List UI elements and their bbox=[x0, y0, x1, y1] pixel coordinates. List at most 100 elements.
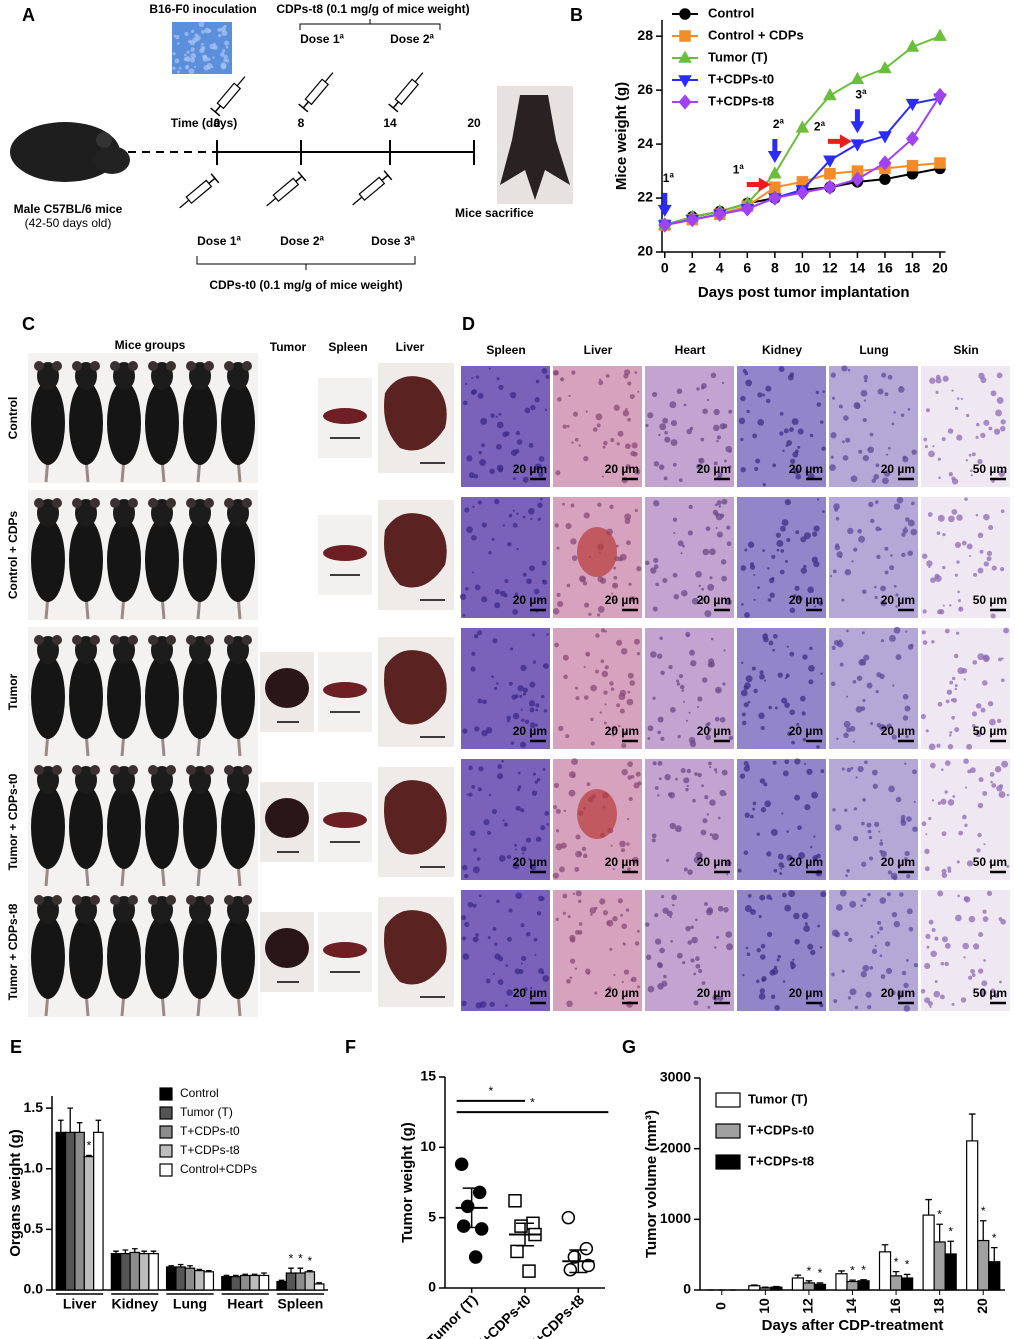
nucleus bbox=[512, 609, 519, 615]
texture bbox=[185, 56, 191, 62]
nucleus bbox=[831, 396, 836, 400]
nucleus bbox=[744, 905, 752, 913]
nucleus bbox=[741, 661, 744, 665]
nucleus bbox=[686, 634, 690, 638]
syringe-plunger bbox=[392, 101, 400, 109]
nucleus bbox=[590, 717, 594, 722]
nucleus bbox=[893, 584, 897, 588]
bar bbox=[304, 1271, 316, 1291]
point bbox=[567, 1250, 582, 1264]
nucleus bbox=[562, 502, 565, 506]
nucleus bbox=[886, 723, 893, 730]
nucleus bbox=[829, 574, 833, 578]
nucleus bbox=[982, 909, 987, 914]
nucleus bbox=[868, 856, 874, 861]
nucleus bbox=[723, 907, 729, 913]
nucleus bbox=[471, 376, 474, 379]
nucleus bbox=[949, 604, 952, 607]
legend-marker bbox=[679, 8, 691, 20]
nucleus bbox=[901, 970, 907, 976]
series-line bbox=[664, 97, 941, 227]
nucleus bbox=[913, 800, 916, 804]
y-tick-label: 1.5 bbox=[24, 1099, 44, 1115]
nucleus bbox=[809, 646, 813, 651]
nucleus bbox=[773, 965, 778, 969]
bar bbox=[900, 1277, 914, 1291]
nucleus bbox=[461, 1000, 467, 1007]
nucleus bbox=[887, 870, 893, 875]
nucleus bbox=[595, 413, 603, 421]
nucleus bbox=[717, 905, 724, 912]
nucleus bbox=[880, 639, 884, 643]
nucleus bbox=[566, 583, 571, 588]
mouse-ear bbox=[52, 895, 62, 905]
nucleus bbox=[932, 445, 935, 448]
scale-label: 20 µm bbox=[513, 462, 547, 476]
nucleus bbox=[664, 773, 671, 781]
nucleus bbox=[844, 931, 849, 937]
nucleus bbox=[822, 390, 825, 393]
mouse-body bbox=[145, 381, 179, 465]
x-tick-label: 0 bbox=[661, 260, 669, 276]
nucleus bbox=[877, 931, 880, 934]
nucleus bbox=[696, 463, 702, 470]
nucleus bbox=[528, 700, 536, 707]
nucleus bbox=[516, 439, 523, 445]
nucleus bbox=[900, 413, 905, 417]
nucleus bbox=[489, 1001, 495, 1007]
row-label: Control bbox=[6, 397, 20, 440]
nucleus bbox=[713, 461, 718, 466]
nucleus bbox=[689, 426, 694, 431]
nucleus bbox=[885, 453, 889, 456]
nucleus bbox=[559, 866, 565, 873]
column-header: Tumor bbox=[270, 340, 307, 354]
nucleus bbox=[813, 835, 816, 838]
nucleus bbox=[1003, 627, 1010, 634]
nucleus bbox=[530, 404, 536, 411]
nucleus bbox=[696, 705, 700, 709]
nucleus bbox=[843, 415, 849, 421]
nucleus bbox=[808, 664, 815, 672]
nucleus bbox=[636, 566, 642, 572]
nucleus bbox=[574, 967, 578, 970]
nucleus bbox=[790, 962, 796, 969]
nucleus bbox=[506, 936, 512, 942]
histology-image bbox=[921, 759, 1010, 880]
nucleus bbox=[861, 631, 865, 635]
x-tick-label: 0 bbox=[712, 1302, 728, 1310]
nucleus bbox=[853, 547, 858, 552]
nucleus bbox=[744, 812, 750, 818]
nucleus bbox=[481, 596, 488, 603]
nucleus bbox=[976, 848, 981, 853]
nucleus bbox=[468, 765, 473, 771]
nucleus bbox=[520, 664, 527, 672]
nucleus bbox=[491, 808, 497, 815]
nucleus bbox=[975, 513, 979, 517]
nucleus bbox=[568, 789, 576, 797]
nucleus bbox=[1001, 657, 1004, 660]
nucleus bbox=[600, 577, 607, 584]
nucleus bbox=[797, 825, 802, 831]
nucleus bbox=[951, 676, 956, 681]
nucleus bbox=[574, 437, 579, 442]
annotation-arrow bbox=[746, 177, 771, 192]
nucleus bbox=[740, 395, 746, 402]
nucleus bbox=[654, 786, 659, 790]
nucleus bbox=[497, 764, 503, 769]
nucleus bbox=[786, 854, 793, 862]
nucleus bbox=[966, 543, 973, 550]
nucleus bbox=[688, 711, 691, 714]
nucleus bbox=[645, 922, 650, 927]
nucleus bbox=[690, 660, 697, 667]
nucleus bbox=[687, 940, 692, 945]
texture bbox=[177, 42, 180, 45]
spleen bbox=[323, 942, 367, 958]
nucleus bbox=[855, 776, 858, 779]
texture bbox=[204, 27, 211, 34]
nucleus bbox=[868, 501, 874, 508]
texture bbox=[190, 47, 195, 52]
nucleus bbox=[669, 822, 676, 830]
row-label: Control + CDPs bbox=[6, 511, 20, 600]
nucleus bbox=[884, 392, 889, 397]
nucleus bbox=[698, 968, 703, 974]
